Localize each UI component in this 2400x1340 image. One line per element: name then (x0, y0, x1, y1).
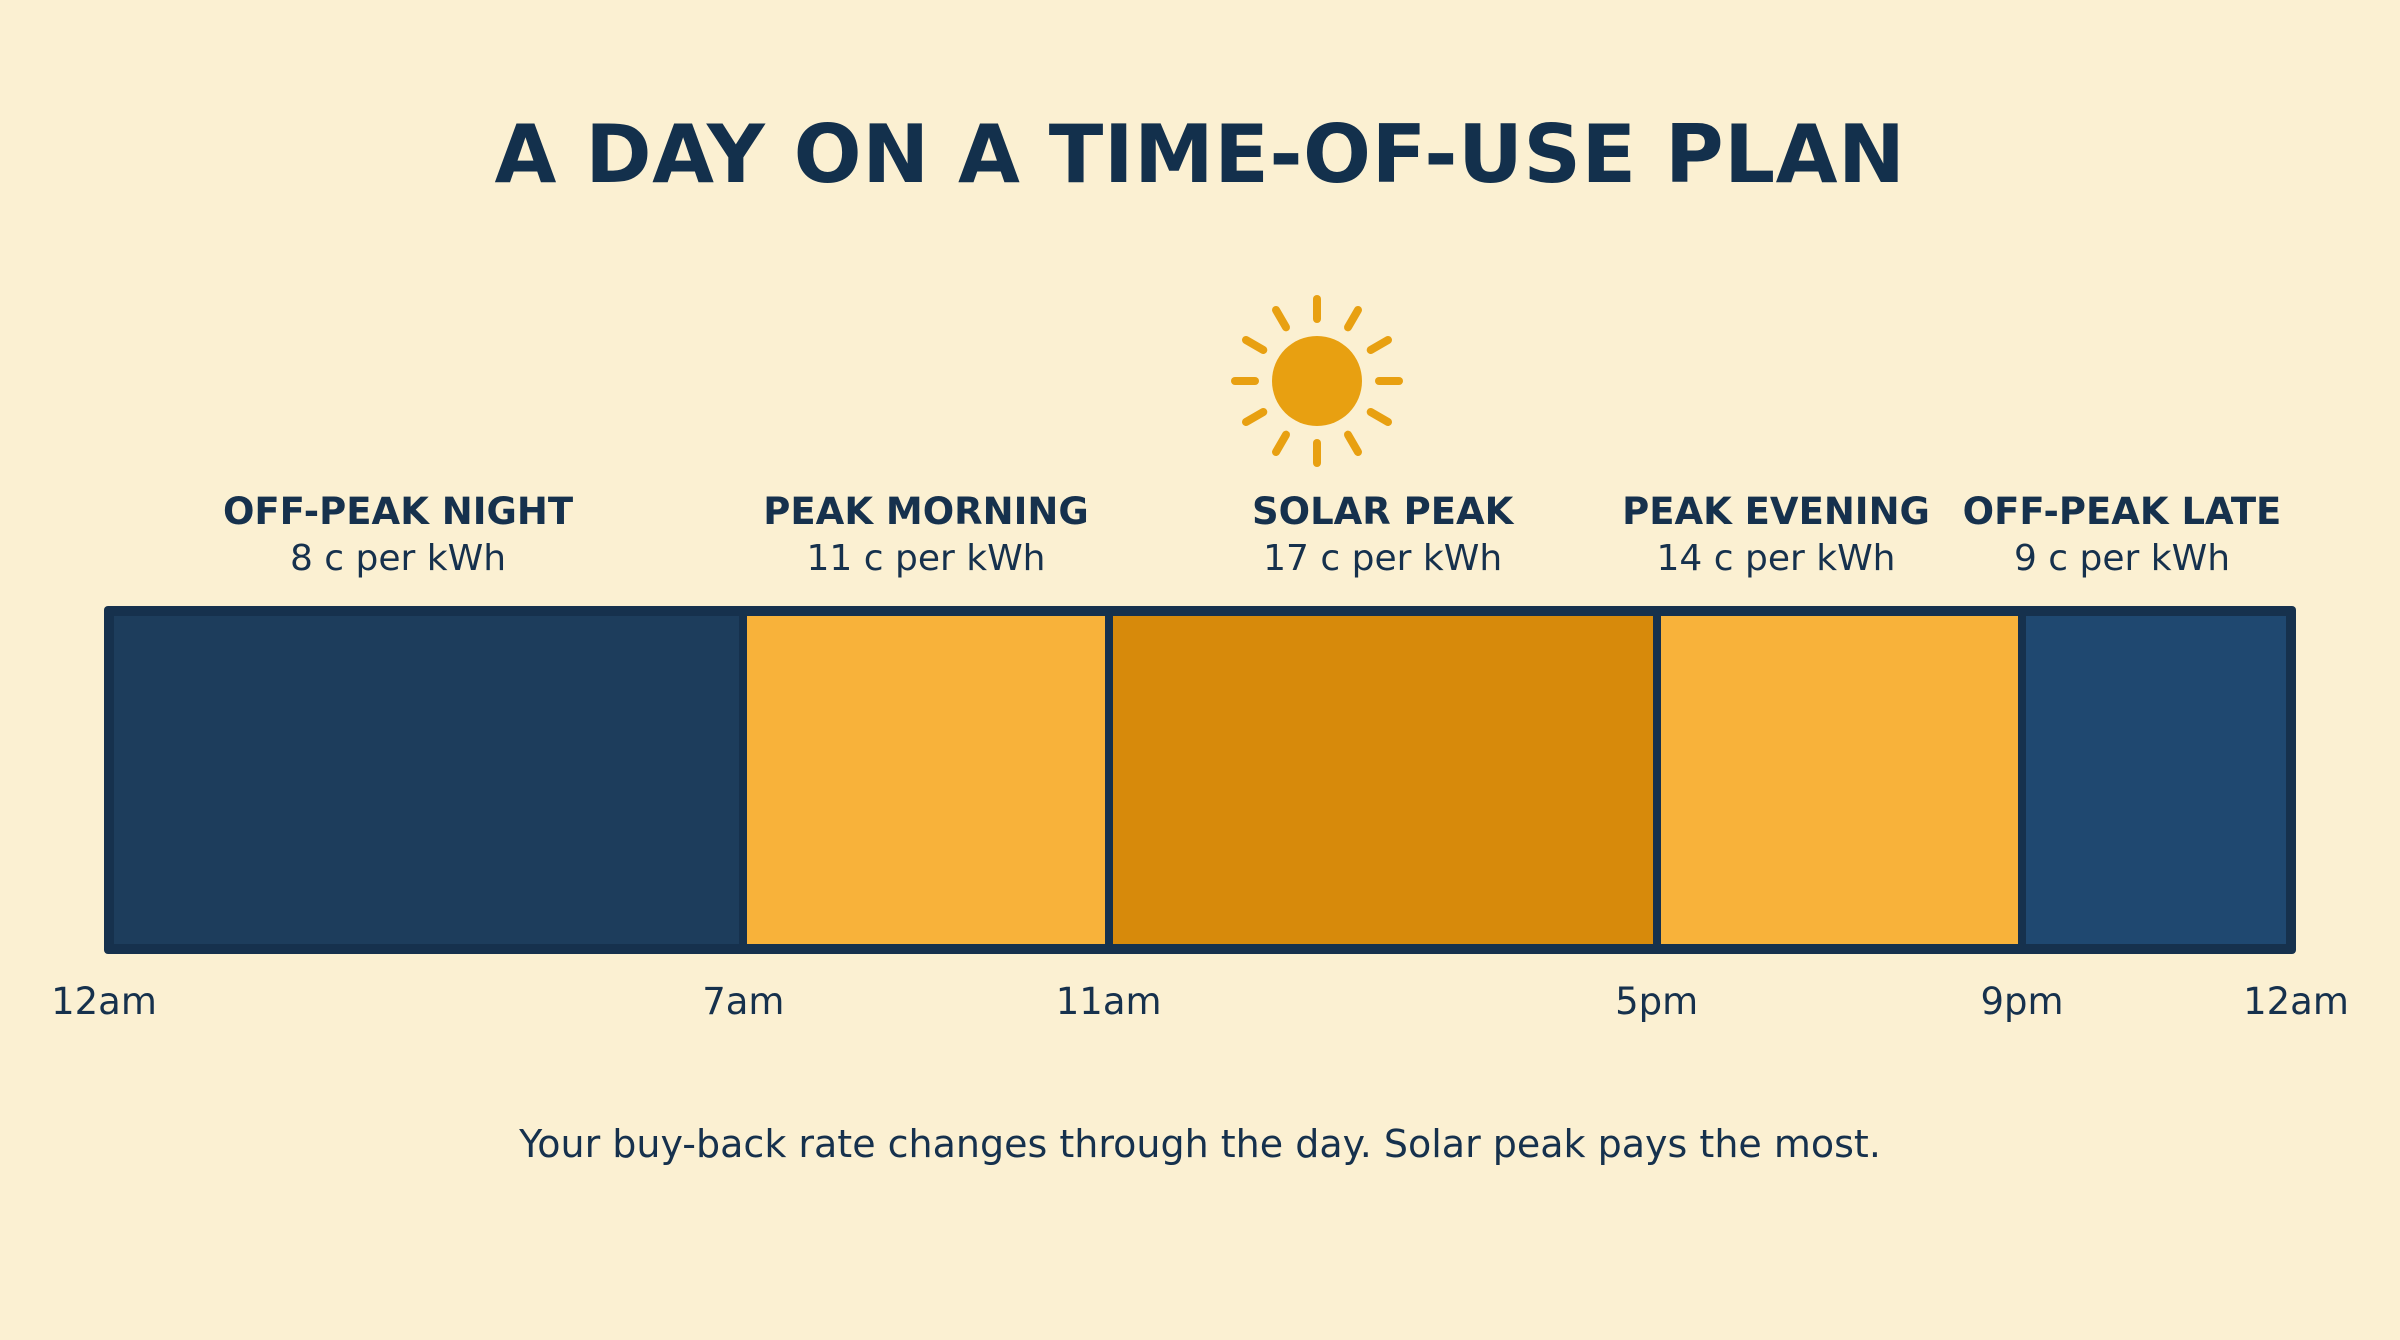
sun-ray (1344, 305, 1362, 332)
sun-ray (1344, 430, 1362, 457)
period-rate: 9 c per kWh (2013, 538, 2231, 579)
segment-peak-evening (1660, 616, 2018, 944)
period-name: OFF-PEAK LATE (1962, 490, 2282, 533)
period-rate: 14 c per kWh (1656, 538, 1896, 579)
caption: Your buy-back rate changes through the d… (519, 1122, 1881, 1166)
sun-ray (1272, 305, 1290, 332)
sun-icon (1231, 295, 1403, 467)
time-tick-label: 11am (1055, 980, 1162, 1023)
sun-ray (1366, 336, 1393, 354)
segment-off-peak-late (2026, 616, 2286, 944)
page-title: A DAY ON A TIME-OF-USE PLAN (494, 108, 1906, 201)
period-rate: 11 c per kWh (806, 538, 1046, 579)
sun-ray (1241, 336, 1268, 354)
period-name: SOLAR PEAK (1251, 490, 1514, 533)
sun-ray (1272, 430, 1290, 457)
segment-peak-morning (747, 616, 1105, 944)
segment-solar-peak (1112, 616, 1653, 944)
sun-ray (1241, 408, 1268, 426)
period-rate: 8 c per kWh (289, 538, 507, 579)
period-rate: 17 c per kWh (1263, 538, 1503, 579)
segment-off-peak-night (114, 616, 740, 944)
period-name: PEAK MORNING (763, 490, 1089, 533)
period-name: PEAK EVENING (1622, 490, 1930, 533)
time-tick-label: 7am (702, 980, 785, 1023)
time-tick-label: 5pm (1615, 980, 1699, 1023)
time-tick-label: 9pm (1980, 980, 2064, 1023)
time-tick-label: 12am (51, 980, 157, 1023)
period-name: OFF-PEAK NIGHT (222, 490, 574, 533)
sun-ray (1366, 408, 1393, 426)
time-tick-label: 12am (2243, 980, 2349, 1023)
